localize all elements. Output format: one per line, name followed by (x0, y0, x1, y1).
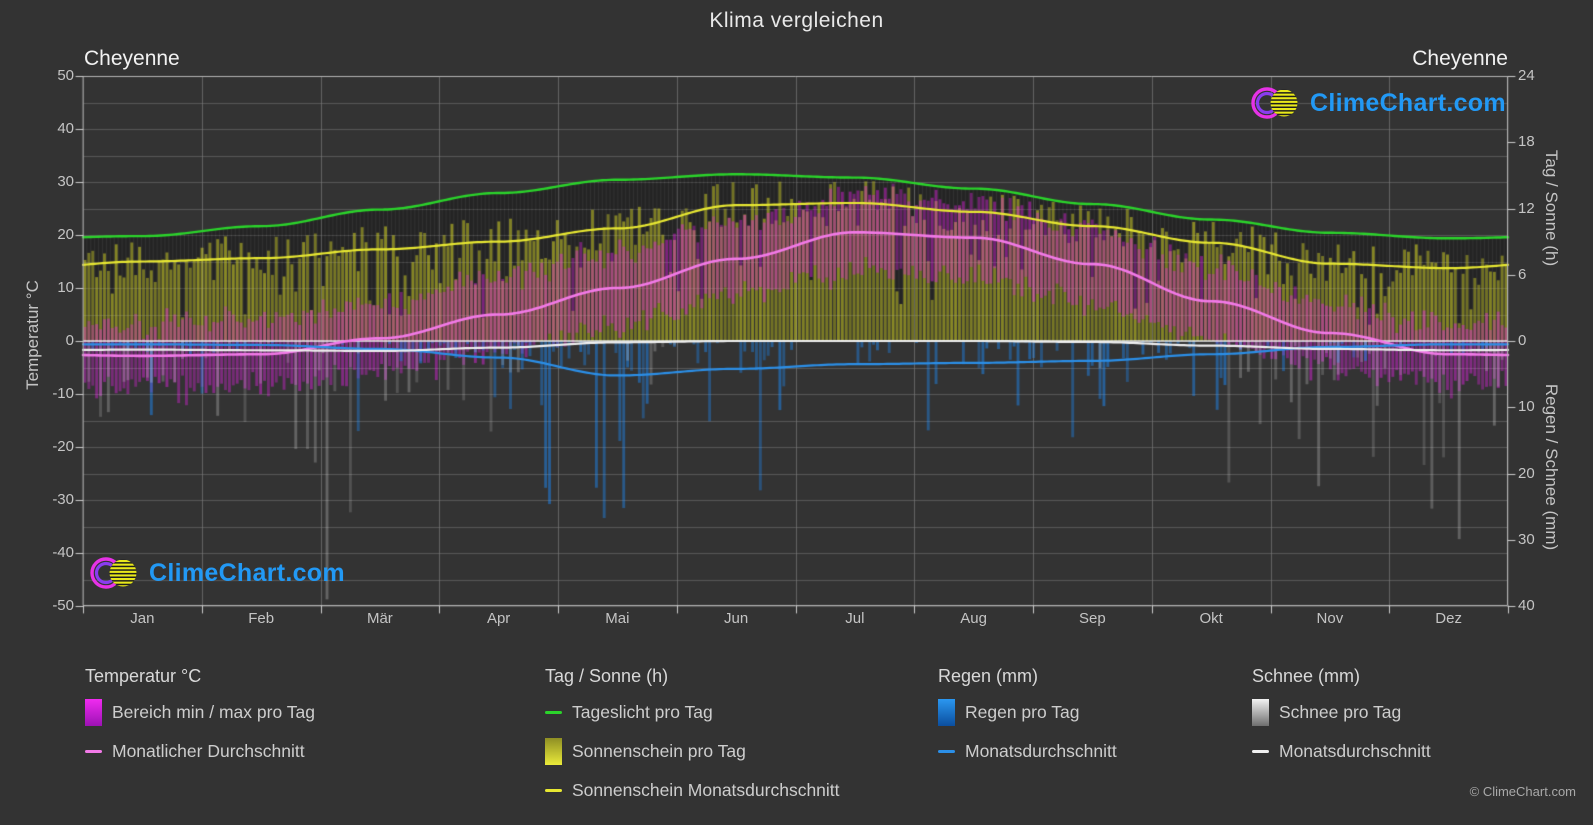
month-label-Feb: Feb (248, 610, 275, 627)
legend-item: Bereich min / max pro Tag (85, 693, 315, 732)
legend-swatch-line-temp_line (85, 750, 102, 753)
legend-item: Monatsdurchschnitt (938, 732, 1117, 771)
climechart-watermark-text: ClimeChart.com (1310, 88, 1506, 117)
legend-item-label: Schnee pro Tag (1279, 702, 1402, 722)
legend-item: Regen pro Tag (938, 693, 1117, 732)
legend-swatch-bar-rain (938, 699, 955, 726)
legend-swatch-line-daylight_line (545, 711, 562, 714)
right-axis-mm-tick-20: 20 (1518, 464, 1535, 482)
legend-section-2: Tag / Sonne (h) Tageslicht pro Tag Sonnens… (545, 659, 840, 810)
legend-section-3: Regen (mm) Regen pro Tag Monatsdurchschnit… (938, 659, 1117, 771)
legend-section-1: Temperatur °C Bereich min / max pro Tag Mo… (85, 659, 315, 771)
legend-item-label: Bereich min / max pro Tag (112, 702, 315, 722)
station-name-right: Cheyenne (1412, 47, 1508, 70)
climechart-watermark-top-right: ClimeChart.com (1251, 83, 1506, 123)
legend-item: Monatlicher Durchschnitt (85, 732, 315, 771)
copyright-notice: © ClimeChart.com (1469, 784, 1576, 799)
month-label-Jun: Jun (724, 610, 749, 627)
left-axis-tick--30: -30 (52, 491, 74, 508)
month-label-Mai: Mai (605, 610, 630, 627)
left-axis-tick--50: -50 (52, 597, 74, 614)
legend-item: Schnee pro Tag (1252, 693, 1431, 732)
legend-swatch-bar-snow (1252, 699, 1269, 726)
legend-item: Sonnenschein pro Tag (545, 732, 840, 771)
month-label-Sep: Sep (1079, 610, 1106, 627)
right-axis-hours-tick-12: 12 (1518, 199, 1535, 217)
right-axis-mm-tick-10: 10 (1518, 398, 1535, 416)
legend-section-title: Schnee (mm) (1252, 665, 1361, 686)
month-label-Dez: Dez (1435, 610, 1462, 627)
climechart-watermark-bottom-left: ClimeChart.com (90, 553, 345, 593)
right-axis-mm-tick-40: 40 (1518, 597, 1535, 614)
page-title: Klima vergleichen (709, 9, 884, 32)
legend-item: Monatsdurchschnitt (1252, 732, 1431, 771)
climechart-logo-icon (90, 557, 137, 589)
right-axis-mm-tick-30: 30 (1518, 530, 1535, 548)
left-axis-tick-40: 40 (57, 120, 74, 137)
month-label-Apr: Apr (486, 610, 511, 627)
legend-item-label: Sonnenschein pro Tag (572, 741, 746, 761)
right-axis-hours-tick-0: 0 (1518, 332, 1527, 349)
left-axis-tick--40: -40 (52, 544, 74, 561)
legend-swatch-line-rain_line (938, 750, 955, 753)
month-label-Jan: Jan (130, 610, 155, 627)
right-axis-hours-tick-18: 18 (1518, 133, 1535, 151)
legend-item: Sonnenschein Monatsdurchschnitt (545, 771, 840, 810)
left-axis-tick-20: 20 (57, 226, 74, 243)
right-axis-hours-tick-6: 6 (1518, 265, 1527, 283)
legend-swatch-line-snow_line (1252, 750, 1269, 753)
legend-item: Tageslicht pro Tag (545, 693, 840, 732)
left-axis-tick-10: 10 (57, 279, 74, 296)
legend-item-label: Monatsdurchschnitt (965, 741, 1117, 761)
month-label-Jul: Jul (845, 610, 865, 627)
legend-item-label: Tageslicht pro Tag (572, 702, 713, 722)
left-axis-tick--10: -10 (52, 385, 74, 402)
legend-item-label: Monatsdurchschnitt (1279, 741, 1431, 761)
month-label-Aug: Aug (960, 610, 987, 627)
month-label-Nov: Nov (1316, 610, 1344, 627)
legend-item-label: Monatlicher Durchschnitt (112, 741, 305, 761)
legend-item-label: Sonnenschein Monatsdurchschnitt (572, 780, 840, 800)
month-label-Okt: Okt (1199, 610, 1223, 627)
right-axis-hours-tick-24: 24 (1518, 67, 1535, 84)
left-axis-tick-30: 30 (57, 173, 74, 190)
legend-section-4: Schnee (mm) Schnee pro Tag Monatsdurchschn… (1252, 659, 1431, 771)
legend-swatch-bar-sun (545, 738, 562, 765)
legend-swatch-bar-temp (85, 699, 102, 726)
left-axis-tick--20: -20 (52, 438, 74, 455)
legend-section-title: Temperatur °C (85, 665, 202, 686)
station-name-left: Cheyenne (84, 47, 180, 70)
legend-section-title: Tag / Sonne (h) (545, 665, 669, 686)
climechart-logo-icon (1251, 87, 1298, 119)
left-axis-tick-50: 50 (57, 67, 74, 84)
left-axis-tick-0: 0 (65, 332, 74, 349)
legend-item-label: Regen pro Tag (965, 702, 1080, 722)
legend-swatch-line-sun_line (545, 789, 562, 792)
month-label-Mär: Mär (366, 610, 393, 627)
climechart-watermark-text: ClimeChart.com (149, 558, 345, 587)
legend-section-title: Regen (mm) (938, 665, 1039, 686)
